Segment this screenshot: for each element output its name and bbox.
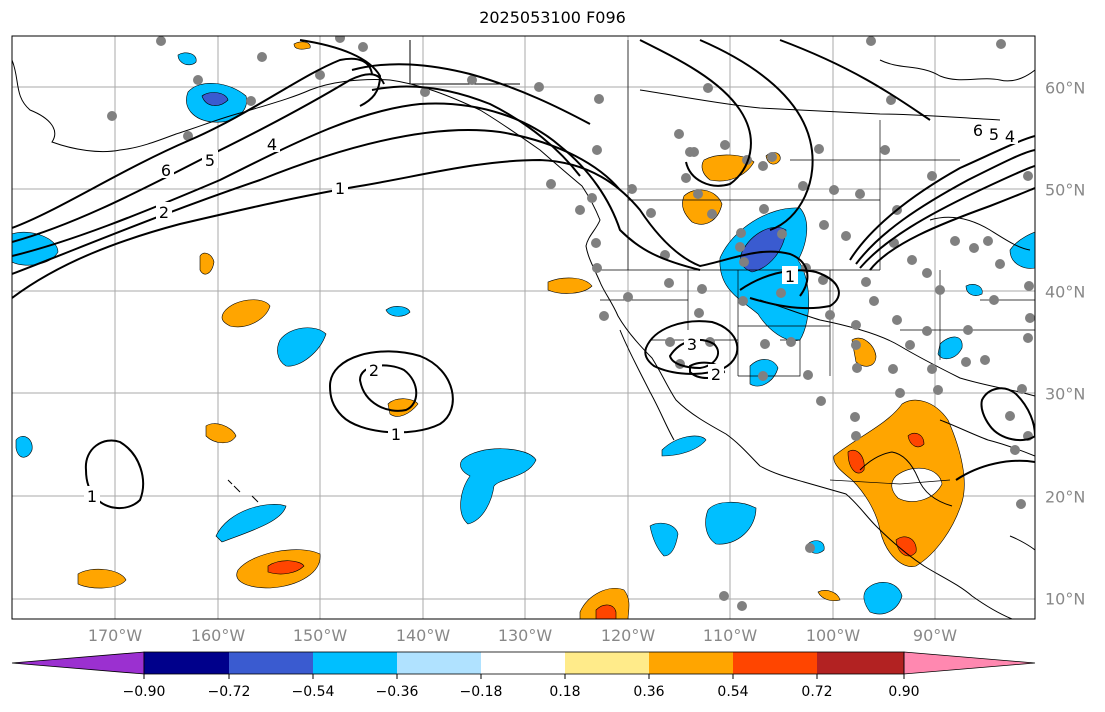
colorbar-swatch — [565, 652, 650, 674]
colorbar-tick-label: 0.18 — [549, 684, 581, 700]
colorbar-swatch — [733, 652, 818, 674]
colorbar-swatch — [397, 652, 482, 674]
lat-tick-label: 60°N — [1045, 78, 1086, 98]
colorbar-max-arrow — [903, 651, 1036, 675]
colorbar-swatch — [481, 652, 566, 674]
colorbar-tick-label: −0.54 — [291, 684, 335, 700]
contour-label: 1 — [87, 487, 97, 506]
contour-label: 1 — [785, 267, 795, 286]
contour-label: 2 — [159, 203, 169, 222]
lat-tick-label: 10°N — [1045, 589, 1086, 609]
contour-label: 4 — [267, 135, 277, 154]
lon-tick-label: 160°W — [190, 626, 246, 645]
lat-tick-label: 30°N — [1045, 384, 1086, 404]
map-title: 2025053100 F096 — [479, 8, 626, 27]
lon-tick-label: 90°W — [912, 626, 958, 645]
lat-tick-label: 40°N — [1045, 282, 1086, 302]
colorbar-min-arrow — [11, 651, 145, 675]
contour-label: 5 — [989, 125, 999, 144]
coastlines — [12, 40, 1035, 619]
colorbar-tick-label: 0.54 — [717, 684, 749, 700]
colorbar-tick-label: 0.90 — [888, 684, 920, 700]
lon-tick-label: 140°W — [395, 626, 451, 645]
contour-label: 5 — [205, 151, 215, 170]
contour-label: 1 — [391, 425, 401, 444]
colorbar-tick-label: −0.36 — [375, 684, 419, 700]
lon-tick-label: 130°W — [497, 626, 553, 645]
contour-label: 3 — [687, 335, 697, 354]
lat-tick-label: 20°N — [1045, 487, 1086, 507]
colorbar-swatch — [313, 652, 398, 674]
map-frame — [11, 35, 1036, 620]
contour-label: 6 — [161, 161, 171, 180]
colorbar-swatch — [229, 652, 314, 674]
contour-label: 6 — [973, 121, 983, 140]
colorbar-swatch — [144, 652, 229, 674]
colorbar-tick-label: −0.72 — [207, 684, 251, 700]
contour-lines — [12, 39, 1035, 509]
contour-label: 1 — [335, 179, 345, 198]
lon-tick-label: 150°W — [292, 626, 348, 645]
colorbar-swatch — [817, 652, 904, 674]
anomaly-shading — [12, 41, 1035, 619]
colorbar — [11, 651, 1036, 679]
lon-tick-label: 120°W — [600, 626, 656, 645]
colorbar-tick-label: −0.18 — [459, 684, 503, 700]
lon-tick-label: 170°W — [87, 626, 143, 645]
colorbar-tick-label: 0.72 — [801, 684, 833, 700]
contour-label: 4 — [1005, 127, 1015, 146]
contour-label: 2 — [369, 361, 379, 380]
political-borders — [600, 40, 1035, 485]
colorbar-tick-label: −0.90 — [122, 684, 166, 700]
lat-tick-label: 50°N — [1045, 180, 1086, 200]
lon-tick-label: 110°W — [702, 626, 758, 645]
lon-tick-label: 100°W — [805, 626, 861, 645]
contour-label: 2 — [711, 365, 721, 384]
colorbar-tick-label: 0.36 — [633, 684, 665, 700]
colorbar-swatch — [649, 652, 734, 674]
